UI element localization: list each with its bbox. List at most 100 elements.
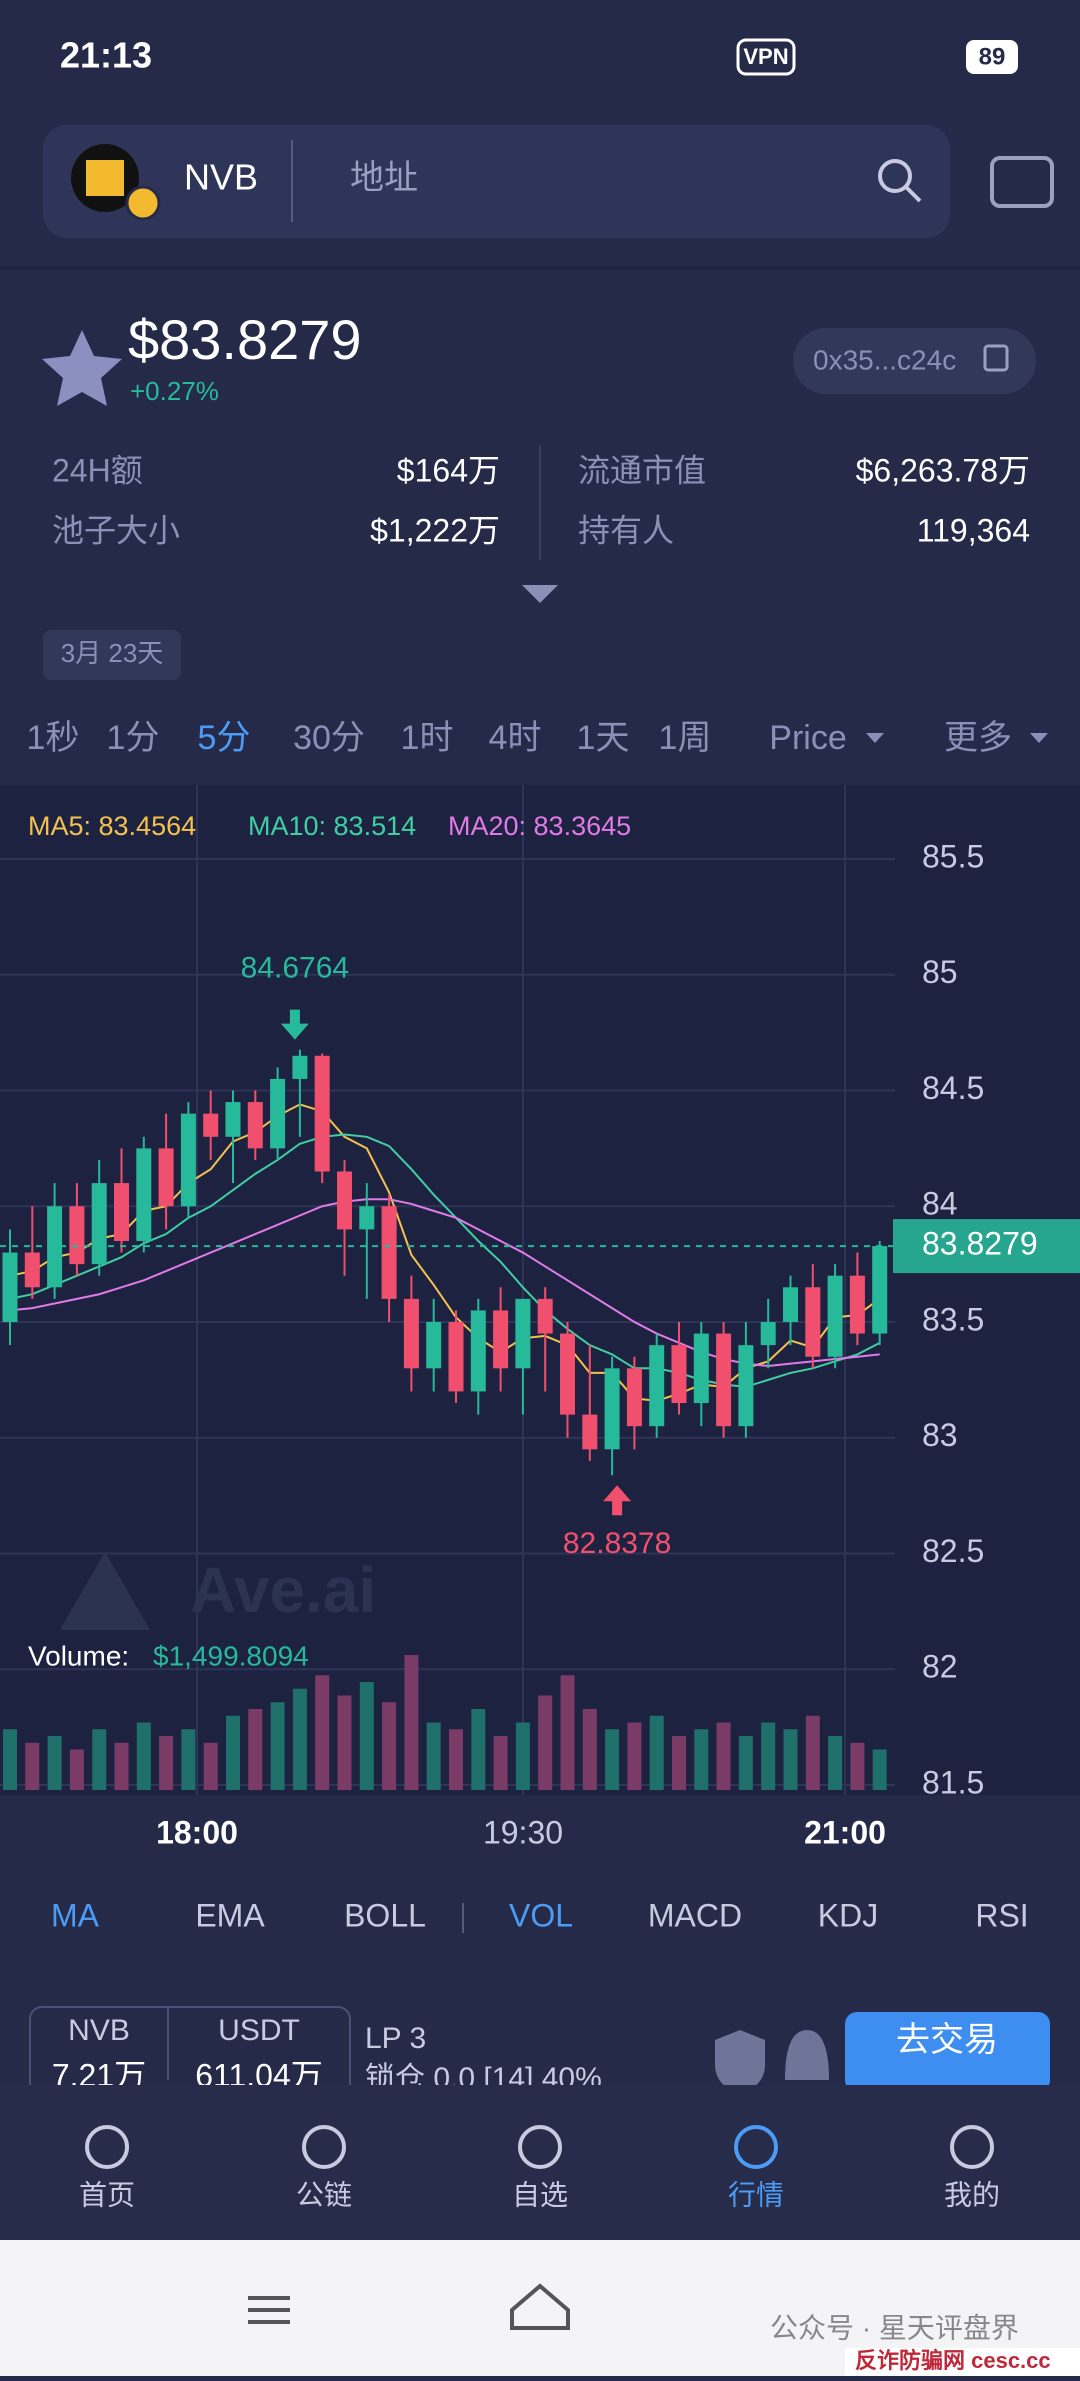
nav-label[interactable]: 首页 bbox=[79, 2179, 135, 2210]
interval-tab[interactable]: 1分 bbox=[107, 719, 160, 757]
candle-body bbox=[626, 1368, 642, 1427]
interval-tab[interactable]: 1秒 bbox=[27, 719, 80, 757]
address-chip[interactable] bbox=[793, 328, 1036, 394]
indicator-tab[interactable]: EMA bbox=[195, 1897, 265, 1933]
volume-bar bbox=[159, 1736, 174, 1790]
indicator-tab[interactable]: KDJ bbox=[818, 1897, 878, 1933]
ma-legend: MA5: 83.4564 bbox=[28, 811, 196, 841]
volume-bar bbox=[582, 1709, 597, 1790]
chart-background bbox=[0, 785, 1080, 1795]
volume-bar bbox=[270, 1702, 285, 1790]
wallet-icon[interactable] bbox=[990, 156, 1054, 208]
search-icon[interactable] bbox=[878, 159, 912, 193]
vpn-badge bbox=[736, 38, 796, 76]
last-price-tag bbox=[893, 1219, 1080, 1274]
candle-body bbox=[381, 1206, 397, 1299]
candle-body bbox=[158, 1148, 174, 1207]
candle-body bbox=[359, 1206, 375, 1230]
more-selector[interactable]: 更多 bbox=[944, 719, 1012, 757]
nav-icon[interactable] bbox=[85, 2125, 129, 2169]
indicator-tab[interactable]: MA bbox=[51, 1897, 100, 1933]
nav-label[interactable]: 行情 bbox=[728, 2179, 784, 2210]
low-arrow bbox=[603, 1485, 632, 1516]
shield-icon[interactable] bbox=[715, 2030, 765, 2095]
nav-label[interactable]: 公链 bbox=[296, 2179, 352, 2210]
nav-icon[interactable] bbox=[734, 2125, 778, 2169]
address: 0x35...c24c bbox=[813, 344, 956, 375]
trade-button[interactable] bbox=[845, 2012, 1050, 2092]
candle-body bbox=[180, 1113, 196, 1207]
high-arrow bbox=[280, 1009, 309, 1040]
price-selector[interactable]: Price bbox=[769, 719, 846, 757]
stat-label: 24H额 bbox=[52, 452, 143, 488]
candle-body bbox=[470, 1310, 486, 1392]
nav-label[interactable]: 自选 bbox=[512, 2179, 568, 2210]
volume-bar bbox=[605, 1729, 620, 1790]
watermark-logo bbox=[60, 1552, 150, 1630]
candle-body bbox=[426, 1322, 442, 1369]
candle-body bbox=[47, 1206, 63, 1288]
bell-icon[interactable] bbox=[785, 2030, 829, 2080]
candle-body bbox=[24, 1252, 40, 1288]
volume-bar bbox=[114, 1742, 129, 1790]
expand-arrow[interactable] bbox=[522, 585, 558, 603]
stat-value: 119,364 bbox=[917, 512, 1030, 548]
indicator-tab[interactable]: VOL bbox=[509, 1897, 573, 1933]
home-icon[interactable] bbox=[510, 2283, 570, 2330]
candle-body bbox=[805, 1287, 821, 1357]
interval-tab[interactable]: 4时 bbox=[489, 719, 542, 757]
volume-bar bbox=[783, 1729, 798, 1790]
candle-body bbox=[872, 1246, 888, 1334]
candle-body bbox=[448, 1322, 464, 1392]
dropdown-arrow bbox=[866, 733, 884, 743]
volume-bar bbox=[426, 1722, 441, 1790]
candle-body bbox=[738, 1345, 754, 1427]
search-bar[interactable] bbox=[43, 125, 950, 238]
y-tick-label: 82 bbox=[922, 1649, 958, 1685]
indicator-tab[interactable]: BOLL bbox=[344, 1897, 426, 1933]
ma-line bbox=[9, 1103, 881, 1402]
volume-bar bbox=[248, 1709, 263, 1790]
candle-body bbox=[69, 1206, 85, 1265]
last-price-label: 83.8279 bbox=[922, 1226, 1038, 1262]
interval-tab[interactable]: 1时 bbox=[401, 719, 454, 757]
age-label: 3月 23天 bbox=[61, 638, 164, 668]
nav-label[interactable]: 我的 bbox=[944, 2179, 1000, 2210]
volume-bar bbox=[493, 1736, 508, 1790]
y-tick-label: 84 bbox=[922, 1186, 958, 1222]
stat-label: 池子大小 bbox=[52, 512, 180, 548]
candle-body bbox=[114, 1183, 129, 1241]
volume-bar bbox=[3, 1729, 17, 1790]
interval-tab[interactable]: 1天 bbox=[577, 719, 630, 757]
ma-line bbox=[9, 1198, 880, 1367]
watermark-account: 公众号 · 星天评盘界 bbox=[770, 2312, 1019, 2343]
watermark-site: 反诈防骗网 cesc.cc bbox=[855, 2348, 1051, 2373]
nav-icon[interactable] bbox=[302, 2125, 346, 2169]
stat-value: $6,263.78万 bbox=[856, 452, 1030, 488]
candle-body bbox=[560, 1333, 575, 1415]
candle-body bbox=[136, 1148, 152, 1241]
candle-body bbox=[783, 1287, 798, 1322]
copy-icon[interactable] bbox=[983, 344, 1009, 372]
interval-tab[interactable]: 1周 bbox=[659, 719, 712, 757]
candle-body bbox=[493, 1310, 509, 1369]
volume-bar bbox=[850, 1742, 865, 1790]
nav-icon[interactable] bbox=[950, 2125, 994, 2169]
volume-bar bbox=[181, 1729, 196, 1790]
bottom-nav bbox=[0, 2085, 1080, 2240]
search-icon-handle bbox=[904, 185, 922, 203]
candle-body bbox=[649, 1345, 665, 1427]
candle-body bbox=[247, 1102, 263, 1149]
pool-token: NVB bbox=[68, 2014, 130, 2047]
favorite-star[interactable] bbox=[42, 330, 122, 406]
indicator-tab[interactable]: MACD bbox=[648, 1897, 742, 1933]
interval-tab[interactable]: 30分 bbox=[293, 719, 365, 757]
battery bbox=[966, 40, 1018, 74]
nav-icon[interactable] bbox=[518, 2125, 562, 2169]
volume-bar bbox=[716, 1722, 731, 1790]
status-time: 21:13 bbox=[60, 35, 152, 76]
volume-label: Volume: bbox=[28, 1640, 129, 1671]
indicator-tab[interactable]: RSI bbox=[975, 1897, 1028, 1933]
interval-tab[interactable]: 5分 bbox=[198, 719, 251, 757]
battery-level: 89 bbox=[979, 43, 1006, 70]
